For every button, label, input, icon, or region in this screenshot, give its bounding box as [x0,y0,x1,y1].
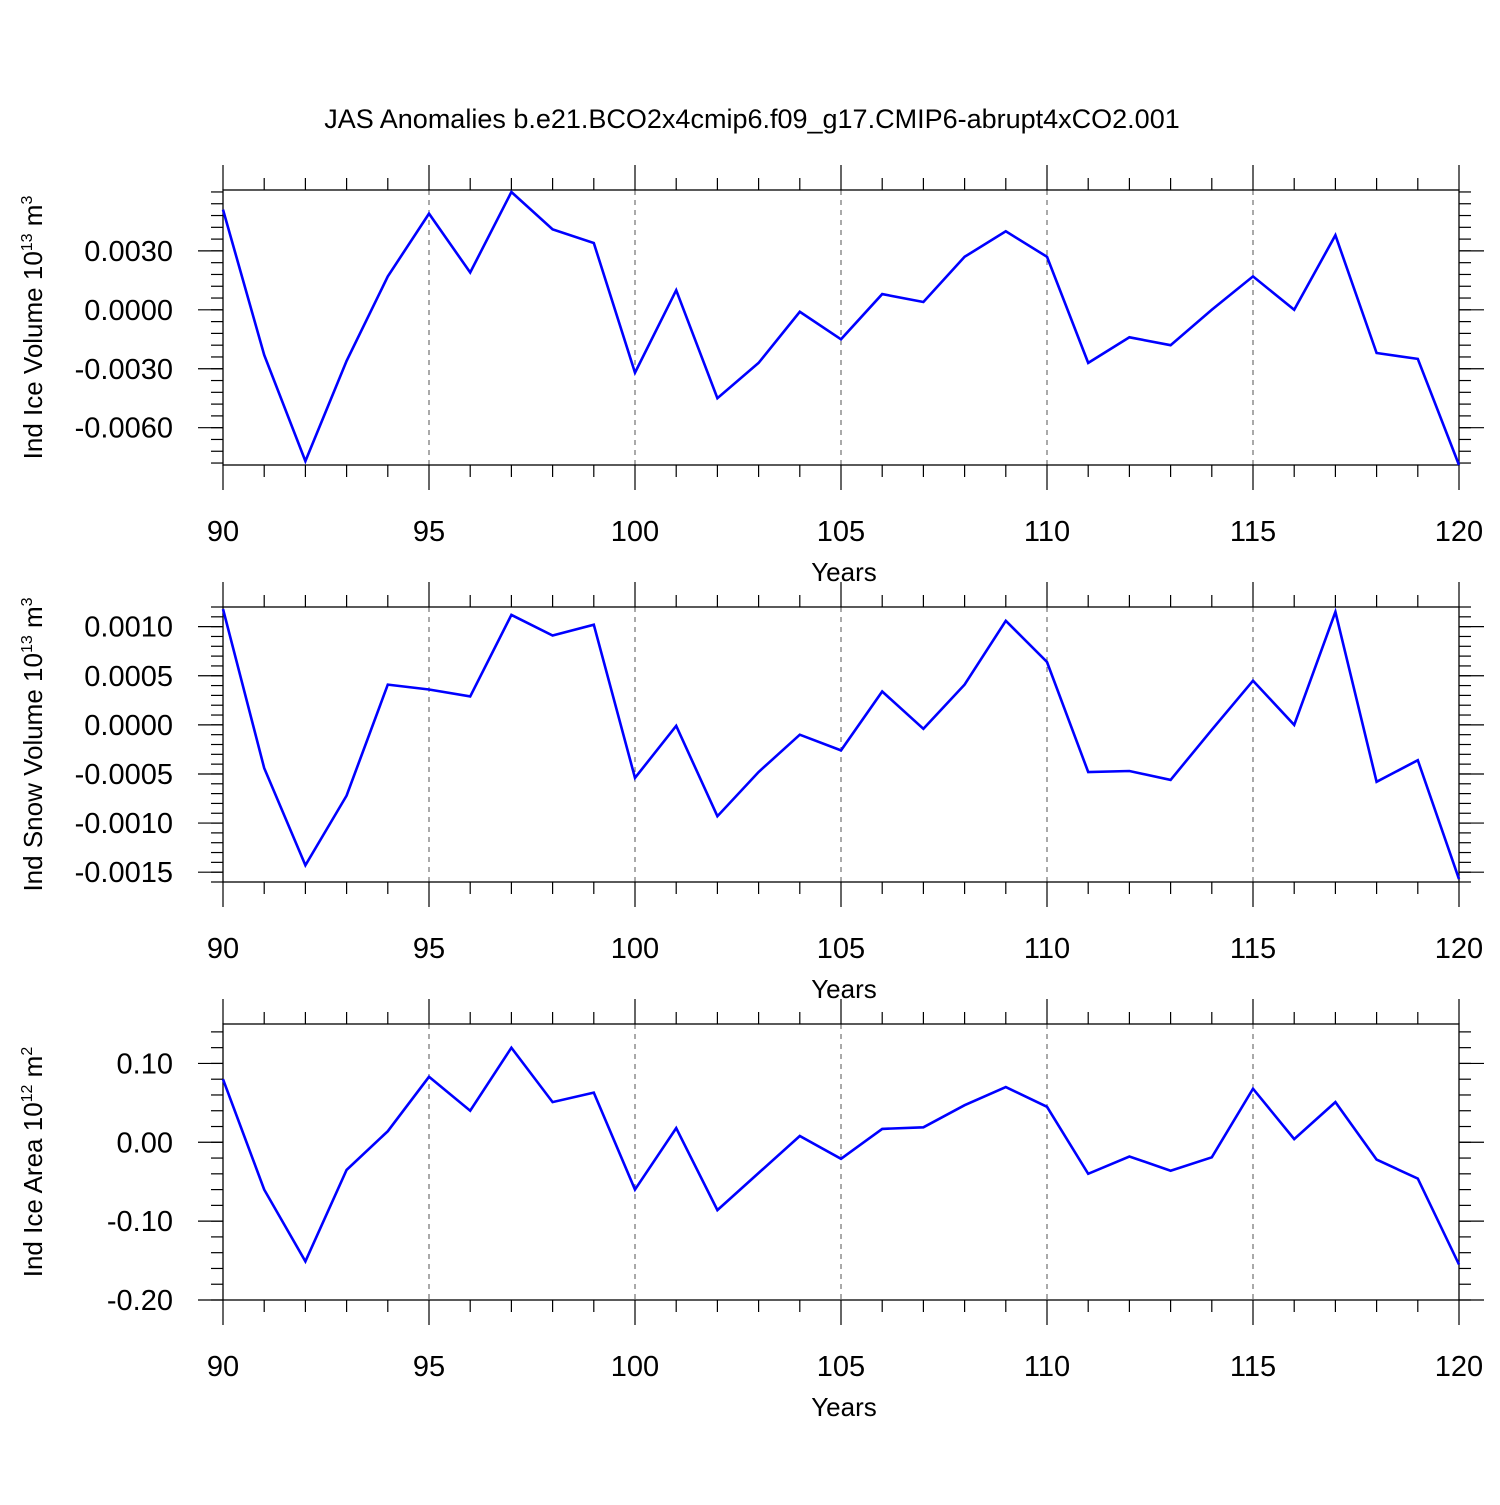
panel-1: -0.0060 -0.0030 0.0000 0.0030 90 95 100 105 110 1… [18,165,1484,587]
x-axis-title: Years [811,557,877,587]
x-tick-label: 110 [1024,516,1070,548]
x-tick-label: 100 [611,933,659,965]
y-tick-label: -0.0005 [75,759,173,791]
x-tick-label: 90 [207,516,239,548]
x-tick-label: 115 [1230,1351,1276,1383]
x-tick-label: 110 [1024,933,1070,965]
x-tick-label: 115 [1230,516,1276,548]
y-tick-label: -0.10 [107,1206,173,1238]
x-tick-label: 100 [611,1351,659,1383]
y-tick-label: 0.10 [117,1048,173,1080]
x-axis-title: Years [811,1392,877,1422]
y-tick-label: 0.00 [117,1127,173,1159]
x-tick-label: 90 [207,1351,239,1383]
x-tick-label: 105 [817,516,865,548]
y-axis-title: Ind Ice Volume 1013 m3 [18,196,48,460]
x-tick-label: 120 [1435,933,1483,965]
x-tick-label: 105 [817,1351,865,1383]
y-tick-label: 0.0010 [84,612,173,644]
y-tick-label: 0.0030 [84,236,173,268]
y-tick-label: -0.20 [107,1285,173,1317]
y-tick-label: -0.0060 [75,413,173,445]
y-tick-label: -0.0010 [75,808,173,840]
y-tick-label: 0.0000 [84,710,173,742]
y-tick-label: 0.0000 [84,295,173,327]
chart-title: JAS Anomalies b.e21.BCO2x4cmip6.f09_g17.… [324,104,1179,134]
x-tick-label: 120 [1435,516,1483,548]
panel-3: -0.20 -0.10 0.00 0.10 90 95 100 105 110 115 120 Yea… [18,999,1484,1422]
x-tick-label: 120 [1435,1351,1483,1383]
x-tick-label: 95 [413,1351,445,1383]
x-tick-label: 100 [611,516,659,548]
y-axis-title: Ind Ice Area 1012 m2 [18,1047,48,1278]
y-tick-label: -0.0015 [75,857,173,889]
y-tick-label: -0.0030 [75,354,173,386]
x-tick-label: 95 [413,516,445,548]
x-tick-label: 115 [1230,933,1276,965]
panel-2: -0.0015 -0.0010 -0.0005 0.0000 0.0005 0.0010 9… [18,582,1484,1004]
x-tick-label: 90 [207,933,239,965]
y-tick-label: 0.0005 [84,661,173,693]
x-tick-label: 105 [817,933,865,965]
x-axis-title: Years [811,974,877,1004]
x-tick-label: 110 [1024,1351,1070,1383]
x-tick-label: 95 [413,933,445,965]
y-axis-title: Ind Snow Volume 1013 m3 [18,597,48,891]
